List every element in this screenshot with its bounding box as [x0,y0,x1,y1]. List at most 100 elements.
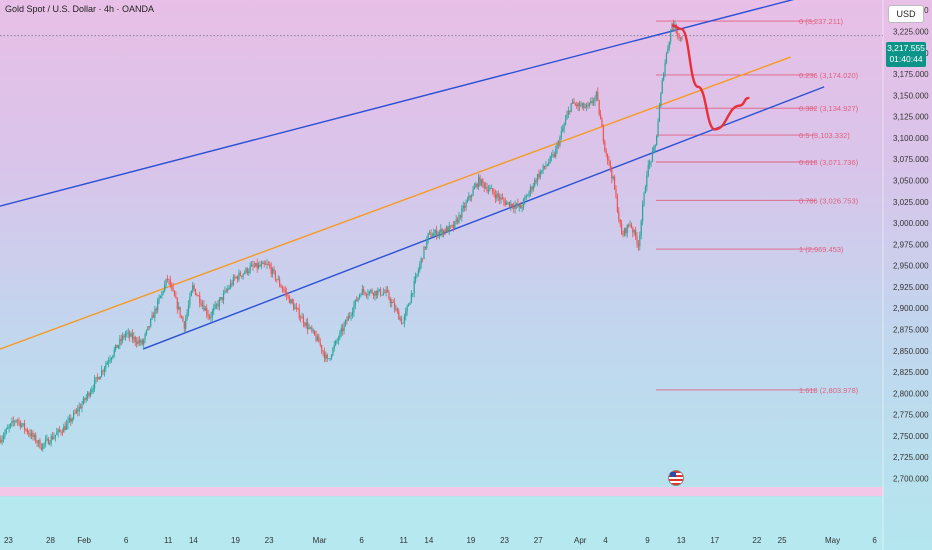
candle-body [511,203,513,208]
time-tick-label: 6 [359,536,364,545]
candle-body [437,234,439,237]
candle-body [628,224,630,226]
candle-body [70,418,72,422]
midline-line[interactable] [0,56,791,350]
candle-body [556,144,558,149]
candle-body [371,290,373,294]
candle-body [420,258,422,265]
candle-body [626,224,628,234]
candle-body [496,193,498,199]
candle-body [612,176,614,179]
current-price-value: 3,217.555 [887,43,925,53]
candle-body [110,357,113,360]
time-tick-label: 4 [603,536,608,545]
trendlines[interactable] [0,0,825,350]
candle-body [384,292,386,294]
time-tick-label: 28 [46,536,55,545]
candle-body [208,316,211,319]
time-tick-label: 14 [424,536,433,545]
candle-body [392,302,394,303]
candle-body [513,207,515,209]
candle-body [256,263,258,269]
candle-body [602,126,604,142]
candle-body [660,93,662,107]
candle-body [307,322,309,329]
candle-body [592,101,595,103]
candle-body [679,37,682,39]
candle-body [129,332,131,337]
candle-body [441,229,443,235]
candle-body [316,336,319,341]
candle-body [388,292,390,299]
channel-upper-line[interactable] [0,0,824,207]
candle-body [438,231,440,235]
price-tick-label: 2,750.000 [893,432,929,441]
candle-body [455,219,457,222]
candle-body [619,219,621,224]
candle-body [524,197,526,200]
candle-body [298,308,300,318]
candle-body [166,278,169,280]
candle-body [417,270,419,274]
candle-body [270,266,272,274]
candle-body [252,264,254,267]
projection-curve[interactable] [671,24,750,131]
candle-body [50,436,52,444]
candle-body [127,332,129,334]
candle-body [510,203,512,207]
candle-body [175,296,177,299]
time-tick-label: 25 [778,536,787,545]
candle-body [651,151,654,162]
fibonacci-retracement[interactable]: 0 (3,237.211) 0.236 (3,174.020) 0.382 (3,1… [655,17,859,395]
candle-body [88,392,90,397]
candle-body [451,224,453,226]
candle-body [409,302,411,306]
candle-body [647,164,649,176]
channel-lower-line[interactable] [142,86,825,350]
candle-body [480,179,483,186]
candle-body [178,306,180,309]
currency-selector[interactable]: USD [888,5,924,23]
candle-body [358,295,361,298]
candle-body [194,289,197,295]
candle-body [196,294,198,296]
time-axis[interactable]: 23 28 Feb 6 11 14 19 23 Mar 6 11 14 19 23 27 Apr 4 9 13 17 2… [4,536,877,545]
candle-body [82,398,84,404]
candle-body [583,103,585,108]
candle-body [597,91,599,101]
candle-body [113,349,115,356]
candle-body [391,302,393,304]
candle-body [136,341,138,344]
candle-body [71,418,73,422]
candle-body [169,279,171,287]
candle-body [35,435,37,442]
candle-body [122,335,124,341]
candle-body [618,211,620,220]
candle-body [427,233,429,240]
us-flag-event-icon[interactable] [668,470,684,486]
candle-body [2,436,5,439]
candle-body [431,236,433,238]
candle-body [452,224,455,229]
candle-body [189,296,191,306]
time-tick-label: 22 [752,536,761,545]
candle-body [609,161,611,170]
candle-body [231,283,233,285]
candle-body [368,291,370,295]
candle-body [95,377,97,380]
candle-body [435,230,438,237]
price-axis[interactable]: 2,700.000 2,725.000 2,750.000 2,775.000 2,80… [893,6,929,483]
candle-body [337,338,340,341]
candle-body [158,298,160,301]
candle-body [653,147,655,152]
fib-level-label: 0.236 (3,174.020) [799,71,859,80]
candle-body [152,315,155,318]
candle-body [89,392,92,397]
candle-body [548,162,550,165]
candle-body [585,104,588,108]
candle-body [215,304,218,306]
candle-body [0,440,2,443]
price-tick-label: 3,025.000 [893,198,929,207]
candle-body [483,182,485,188]
